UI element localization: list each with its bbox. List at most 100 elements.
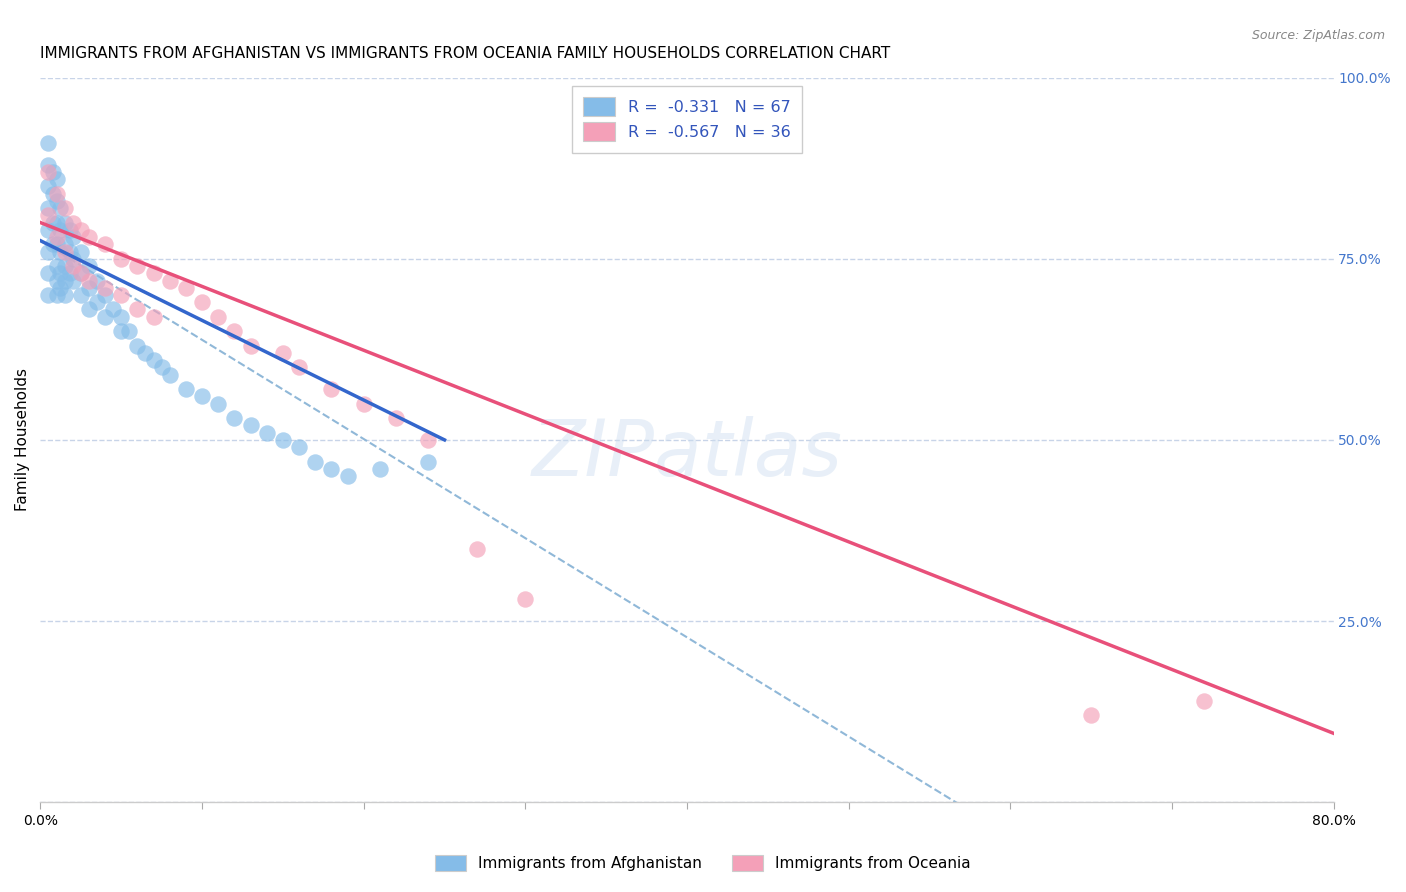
Point — [353, 397, 375, 411]
Point — [37, 165, 59, 179]
Point — [37, 288, 59, 302]
Point — [134, 346, 156, 360]
Point — [42, 186, 65, 201]
Text: IMMIGRANTS FROM AFGHANISTAN VS IMMIGRANTS FROM OCEANIA FAMILY HOUSEHOLDS CORRELA: IMMIGRANTS FROM AFGHANISTAN VS IMMIGRANT… — [41, 46, 890, 62]
Point — [53, 288, 76, 302]
Point — [77, 281, 100, 295]
Point — [62, 252, 84, 266]
Point — [142, 353, 165, 368]
Point — [45, 194, 67, 208]
Point — [37, 266, 59, 280]
Point — [127, 339, 149, 353]
Point — [37, 223, 59, 237]
Point — [86, 273, 108, 287]
Point — [37, 208, 59, 222]
Point — [37, 201, 59, 215]
Point — [42, 165, 65, 179]
Point — [239, 418, 262, 433]
Point — [385, 411, 408, 425]
Point — [271, 346, 294, 360]
Point — [62, 230, 84, 244]
Point — [37, 136, 59, 150]
Point — [45, 216, 67, 230]
Point — [191, 389, 214, 403]
Point — [110, 324, 132, 338]
Point — [127, 259, 149, 273]
Point — [53, 201, 76, 215]
Point — [288, 360, 311, 375]
Point — [224, 411, 246, 425]
Point — [304, 455, 326, 469]
Point — [45, 259, 67, 273]
Point — [142, 310, 165, 324]
Point — [368, 462, 391, 476]
Point — [1080, 708, 1102, 723]
Point — [69, 266, 91, 280]
Point — [69, 266, 91, 280]
Point — [45, 172, 67, 186]
Y-axis label: Family Households: Family Households — [15, 368, 30, 511]
Point — [77, 302, 100, 317]
Point — [418, 455, 440, 469]
Point — [94, 281, 117, 295]
Point — [77, 259, 100, 273]
Point — [45, 186, 67, 201]
Point — [37, 158, 59, 172]
Point — [49, 266, 72, 280]
Point — [288, 440, 311, 454]
Point — [207, 397, 229, 411]
Point — [94, 288, 117, 302]
Point — [37, 244, 59, 259]
Point — [127, 302, 149, 317]
Point — [256, 425, 278, 440]
Point — [69, 244, 91, 259]
Point — [94, 237, 117, 252]
Point — [191, 295, 214, 310]
Point — [58, 244, 80, 259]
Point — [174, 382, 197, 396]
Point — [58, 223, 80, 237]
Point — [62, 259, 84, 273]
Point — [159, 368, 181, 382]
Legend: Immigrants from Afghanistan, Immigrants from Oceania: Immigrants from Afghanistan, Immigrants … — [429, 849, 977, 877]
Point — [207, 310, 229, 324]
Point — [58, 266, 80, 280]
Point — [49, 281, 72, 295]
Point — [45, 288, 67, 302]
Point — [239, 339, 262, 353]
Point — [53, 216, 76, 230]
Point — [515, 592, 537, 607]
Point — [110, 310, 132, 324]
Text: Source: ZipAtlas.com: Source: ZipAtlas.com — [1251, 29, 1385, 42]
Point — [49, 223, 72, 237]
Point — [42, 216, 65, 230]
Point — [465, 541, 488, 556]
Point — [49, 244, 72, 259]
Point — [321, 462, 343, 476]
Point — [62, 216, 84, 230]
Point — [118, 324, 141, 338]
Point — [271, 433, 294, 447]
Point — [94, 310, 117, 324]
Point — [321, 382, 343, 396]
Point — [53, 244, 76, 259]
Point — [62, 273, 84, 287]
Point — [101, 302, 124, 317]
Point — [142, 266, 165, 280]
Point — [45, 237, 67, 252]
Point — [174, 281, 197, 295]
Point — [69, 288, 91, 302]
Point — [86, 295, 108, 310]
Point — [45, 230, 67, 244]
Point — [224, 324, 246, 338]
Point — [53, 259, 76, 273]
Point — [77, 273, 100, 287]
Point — [53, 237, 76, 252]
Point — [150, 360, 173, 375]
Point — [336, 469, 359, 483]
Point — [418, 433, 440, 447]
Point — [110, 288, 132, 302]
Point — [69, 223, 91, 237]
Point — [53, 273, 76, 287]
Point — [159, 273, 181, 287]
